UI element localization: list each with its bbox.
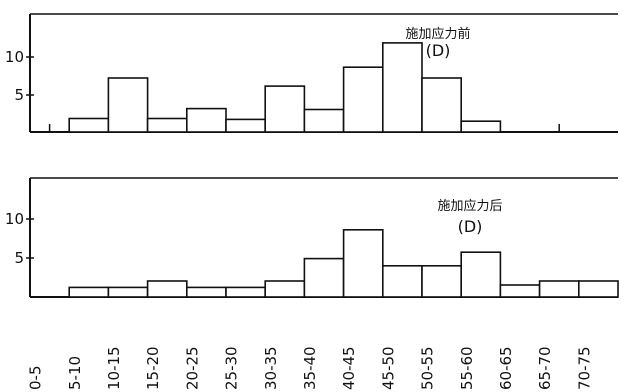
x-category-label: 45-50	[379, 346, 397, 390]
bottom-bar	[303, 257, 345, 298]
top-bar	[264, 85, 306, 133]
top-bar	[342, 66, 384, 133]
bottom-annotation: 施加应力后	[437, 198, 502, 214]
x-category-labels: 0-5 5-10 10-15 15-20 20-25 25-30 30-35 35-40 40-…	[27, 346, 594, 390]
bottom-bar	[264, 280, 306, 298]
x-category-label: 0-5	[27, 366, 45, 391]
top-annotation: 施加应力前	[405, 26, 470, 42]
x-category-label: 15-20	[144, 346, 162, 390]
top-bar	[303, 108, 345, 133]
top-annotation-sub: (D)	[426, 41, 451, 60]
top-yticks: 5 10	[5, 48, 34, 104]
bottom-bar	[421, 264, 463, 298]
top-ytick-label: 5	[14, 86, 24, 104]
bottom-bar	[499, 284, 541, 298]
x-category-label: 35-40	[301, 346, 319, 390]
bottom-bar	[225, 286, 267, 298]
bottom-ytick-label: 10	[5, 210, 24, 228]
x-category-label: 5-10	[66, 356, 84, 390]
bottom-bar	[577, 280, 619, 298]
x-category-label: 10-15	[105, 346, 123, 390]
top-bar	[421, 77, 463, 133]
top-bars	[48, 42, 560, 133]
bottom-bar	[146, 280, 188, 298]
x-category-label: 20-25	[183, 346, 201, 390]
top-bar	[146, 117, 188, 133]
x-category-label: 60-65	[497, 346, 515, 390]
bottom-bars	[68, 229, 619, 298]
bottom-bar	[460, 251, 502, 298]
x-category-label: 30-35	[262, 346, 280, 390]
top-bar	[381, 42, 423, 133]
x-category-label: 65-70	[536, 346, 554, 390]
bottom-bar	[186, 286, 227, 298]
x-category-label: 70-75	[575, 346, 593, 390]
bottom-bar	[107, 286, 149, 298]
top-panel: 5 10 施加应力前 (D)	[5, 13, 618, 133]
top-bar	[460, 120, 502, 133]
bottom-annotation-sub: (D)	[458, 217, 483, 236]
bottom-bar	[538, 280, 580, 298]
bottom-yticks: 5 10	[5, 210, 34, 267]
top-bar	[107, 77, 149, 133]
top-bar	[68, 117, 110, 133]
bottom-bar	[342, 229, 384, 298]
top-bar	[186, 107, 227, 133]
top-bar	[225, 118, 267, 133]
bottom-bar	[68, 286, 110, 298]
x-category-label: 40-45	[340, 346, 358, 390]
bottom-bar	[381, 264, 423, 298]
top-ytick-label: 10	[5, 48, 24, 66]
x-category-label: 50-55	[419, 346, 437, 390]
x-category-label: 55-60	[458, 346, 476, 390]
bottom-panel: 5 10 施加应力后 (D)	[5, 177, 619, 298]
bottom-ytick-label: 5	[14, 249, 24, 267]
x-category-label: 25-30	[223, 346, 241, 390]
